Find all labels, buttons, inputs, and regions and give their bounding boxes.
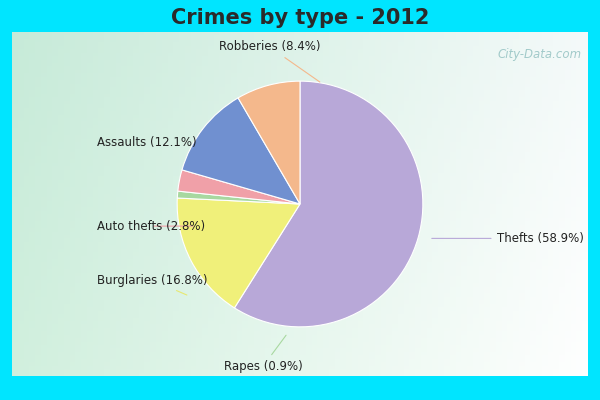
Text: Robberies (8.4%): Robberies (8.4%): [218, 40, 320, 82]
Text: Rapes (0.9%): Rapes (0.9%): [224, 335, 302, 373]
Wedge shape: [177, 191, 300, 204]
Text: Crimes by type - 2012: Crimes by type - 2012: [171, 8, 429, 28]
Text: Burglaries (16.8%): Burglaries (16.8%): [97, 274, 208, 295]
Text: Assaults (12.1%): Assaults (12.1%): [97, 136, 209, 149]
Wedge shape: [178, 170, 300, 204]
Wedge shape: [182, 98, 300, 204]
Wedge shape: [238, 81, 300, 204]
Text: Auto thefts (2.8%): Auto thefts (2.8%): [97, 220, 205, 233]
Wedge shape: [177, 198, 300, 308]
Text: City-Data.com: City-Data.com: [498, 48, 582, 61]
Wedge shape: [235, 81, 423, 327]
Text: Thefts (58.9%): Thefts (58.9%): [432, 232, 583, 245]
